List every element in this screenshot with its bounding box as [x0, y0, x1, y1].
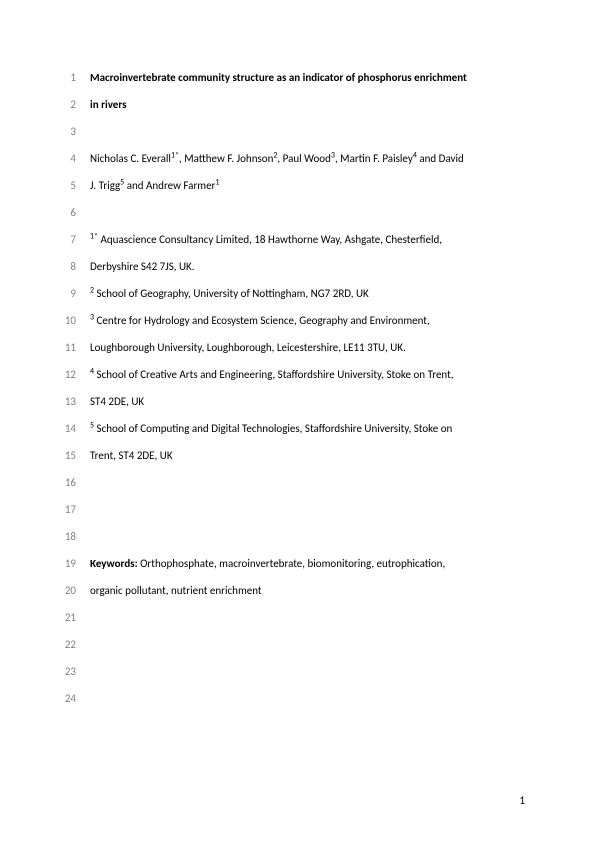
affiliation-text: 1* Aquascience Consultancy Limited, 18 H…: [90, 232, 525, 249]
affiliation-text: Trent, ST4 2DE, UK: [90, 448, 525, 465]
line-12: 12 4 School of Creative Arts and Enginee…: [60, 367, 525, 394]
title-text: Macroinvertebrate community structure as…: [90, 70, 525, 87]
keywords-text: organic pollutant, nutrient enrichment: [90, 583, 525, 600]
line-number: 19: [60, 556, 90, 573]
affiliation-text: 2 School of Geography, University of Not…: [90, 286, 525, 303]
line-number: 6: [60, 205, 90, 222]
line-2: 2 in rivers: [60, 97, 525, 124]
line-5: 5 J. Trigg5 and Andrew Farmer1: [60, 178, 525, 205]
line-number: 10: [60, 313, 90, 330]
affiliation-text: ST4 2DE, UK: [90, 394, 525, 411]
line-number: 16: [60, 475, 90, 492]
line-number: 14: [60, 421, 90, 438]
line-number: 3: [60, 124, 90, 141]
line-19: 19 Keywords: Orthophosphate, macroinvert…: [60, 556, 525, 583]
affiliation-text: Derbyshire S42 7JS, UK.: [90, 259, 525, 276]
line-10: 10 3 Centre for Hydrology and Ecosystem …: [60, 313, 525, 340]
line-number: 5: [60, 178, 90, 195]
line-8: 8 Derbyshire S42 7JS, UK.: [60, 259, 525, 286]
line-number: 12: [60, 367, 90, 384]
line-14: 14 5 School of Computing and Digital Tec…: [60, 421, 525, 448]
line-18: 18: [60, 529, 525, 556]
line-number: 23: [60, 664, 90, 681]
authors-text: Nicholas C. Everall1*, Matthew F. Johnso…: [90, 151, 525, 168]
line-20: 20 organic pollutant, nutrient enrichmen…: [60, 583, 525, 610]
line-number: 18: [60, 529, 90, 546]
affiliation-text: 3 Centre for Hydrology and Ecosystem Sci…: [90, 313, 525, 330]
line-13: 13 ST4 2DE, UK: [60, 394, 525, 421]
line-16: 16: [60, 475, 525, 502]
affiliation-text: 5 School of Computing and Digital Techno…: [90, 421, 525, 438]
line-9: 9 2 School of Geography, University of N…: [60, 286, 525, 313]
line-number: 20: [60, 583, 90, 600]
line-number: 11: [60, 340, 90, 357]
line-11: 11 Loughborough University, Loughborough…: [60, 340, 525, 367]
line-number: 7: [60, 232, 90, 249]
line-6: 6: [60, 205, 525, 232]
line-24: 24: [60, 691, 525, 718]
line-number: 15: [60, 448, 90, 465]
page-number: 1: [519, 794, 525, 807]
line-21: 21: [60, 610, 525, 637]
authors-text: J. Trigg5 and Andrew Farmer1: [90, 178, 525, 195]
line-number: 9: [60, 286, 90, 303]
affiliation-text: 4 School of Creative Arts and Engineerin…: [90, 367, 525, 384]
line-number: 2: [60, 97, 90, 114]
line-22: 22: [60, 637, 525, 664]
line-3: 3: [60, 124, 525, 151]
line-15: 15 Trent, ST4 2DE, UK: [60, 448, 525, 475]
line-17: 17: [60, 502, 525, 529]
affiliation-text: Loughborough University, Loughborough, L…: [90, 340, 525, 357]
line-7: 7 1* Aquascience Consultancy Limited, 18…: [60, 232, 525, 259]
keywords-text: Keywords: Orthophosphate, macroinvertebr…: [90, 556, 525, 573]
manuscript-body: 1 Macroinvertebrate community structure …: [60, 70, 525, 718]
line-23: 23: [60, 664, 525, 691]
line-number: 21: [60, 610, 90, 627]
line-number: 4: [60, 151, 90, 168]
line-number: 17: [60, 502, 90, 519]
title-text: in rivers: [90, 97, 525, 114]
line-number: 13: [60, 394, 90, 411]
line-number: 24: [60, 691, 90, 708]
line-number: 8: [60, 259, 90, 276]
line-number: 1: [60, 70, 90, 87]
line-1: 1 Macroinvertebrate community structure …: [60, 70, 525, 97]
line-number: 22: [60, 637, 90, 654]
line-4: 4 Nicholas C. Everall1*, Matthew F. John…: [60, 151, 525, 178]
